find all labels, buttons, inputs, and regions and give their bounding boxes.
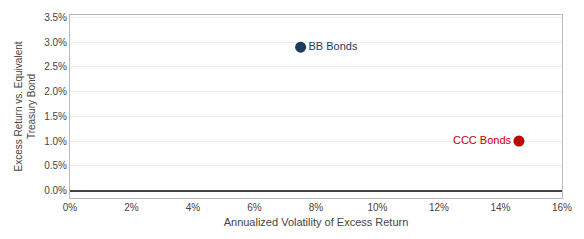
svg-text:10%: 10% [367, 202, 387, 213]
svg-text:2.0%: 2.0% [44, 86, 67, 97]
svg-text:Excess Return vs. EquivalentTr: Excess Return vs. EquivalentTreasury Bon… [13, 41, 37, 171]
svg-text:BB Bonds: BB Bonds [309, 40, 358, 52]
svg-text:2%: 2% [124, 202, 139, 213]
svg-text:8%: 8% [309, 202, 324, 213]
svg-text:0%: 0% [63, 202, 78, 213]
svg-text:3.5%: 3.5% [44, 12, 67, 23]
svg-text:3.0%: 3.0% [44, 37, 67, 48]
svg-text:4%: 4% [186, 202, 201, 213]
svg-text:12%: 12% [429, 202, 449, 213]
svg-text:CCC Bonds: CCC Bonds [453, 134, 512, 146]
svg-text:1.0%: 1.0% [44, 136, 67, 147]
svg-text:0.5%: 0.5% [44, 160, 67, 171]
svg-text:6%: 6% [247, 202, 262, 213]
svg-text:16%: 16% [552, 202, 572, 213]
svg-text:14%: 14% [490, 202, 510, 213]
svg-text:Annualized Volatility of Exces: Annualized Volatility of Excess Return [224, 216, 409, 228]
svg-text:1.5%: 1.5% [44, 111, 67, 122]
svg-text:0.0%: 0.0% [44, 185, 67, 196]
svg-text:2.5%: 2.5% [44, 61, 67, 72]
